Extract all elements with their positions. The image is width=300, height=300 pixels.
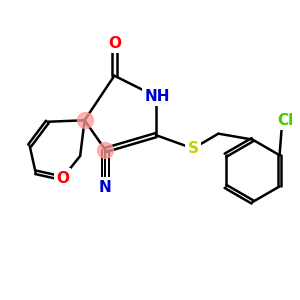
Text: Cl: Cl: [278, 113, 294, 128]
Text: N: N: [99, 180, 112, 195]
Text: O: O: [56, 171, 69, 186]
Text: O: O: [56, 171, 69, 186]
Point: [82, 118, 87, 123]
Text: S: S: [188, 141, 199, 156]
Text: NH: NH: [145, 89, 170, 104]
Text: Cl: Cl: [278, 113, 294, 128]
Text: O: O: [108, 35, 121, 50]
Text: N: N: [99, 180, 112, 195]
Text: S: S: [188, 141, 199, 156]
Text: O: O: [108, 35, 121, 50]
Text: NH: NH: [145, 89, 170, 104]
Point: [103, 148, 108, 152]
